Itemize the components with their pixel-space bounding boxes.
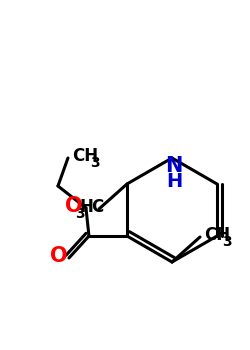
- Text: H: H: [79, 198, 93, 216]
- Text: N: N: [165, 156, 183, 176]
- Text: H: H: [166, 172, 182, 191]
- Text: C: C: [91, 198, 103, 216]
- Text: 3: 3: [75, 207, 85, 221]
- Text: CH: CH: [204, 226, 230, 244]
- Text: 3: 3: [90, 156, 100, 170]
- Text: O: O: [50, 246, 68, 266]
- Text: 3: 3: [222, 235, 232, 249]
- Text: O: O: [65, 196, 83, 216]
- Text: CH: CH: [72, 147, 98, 165]
